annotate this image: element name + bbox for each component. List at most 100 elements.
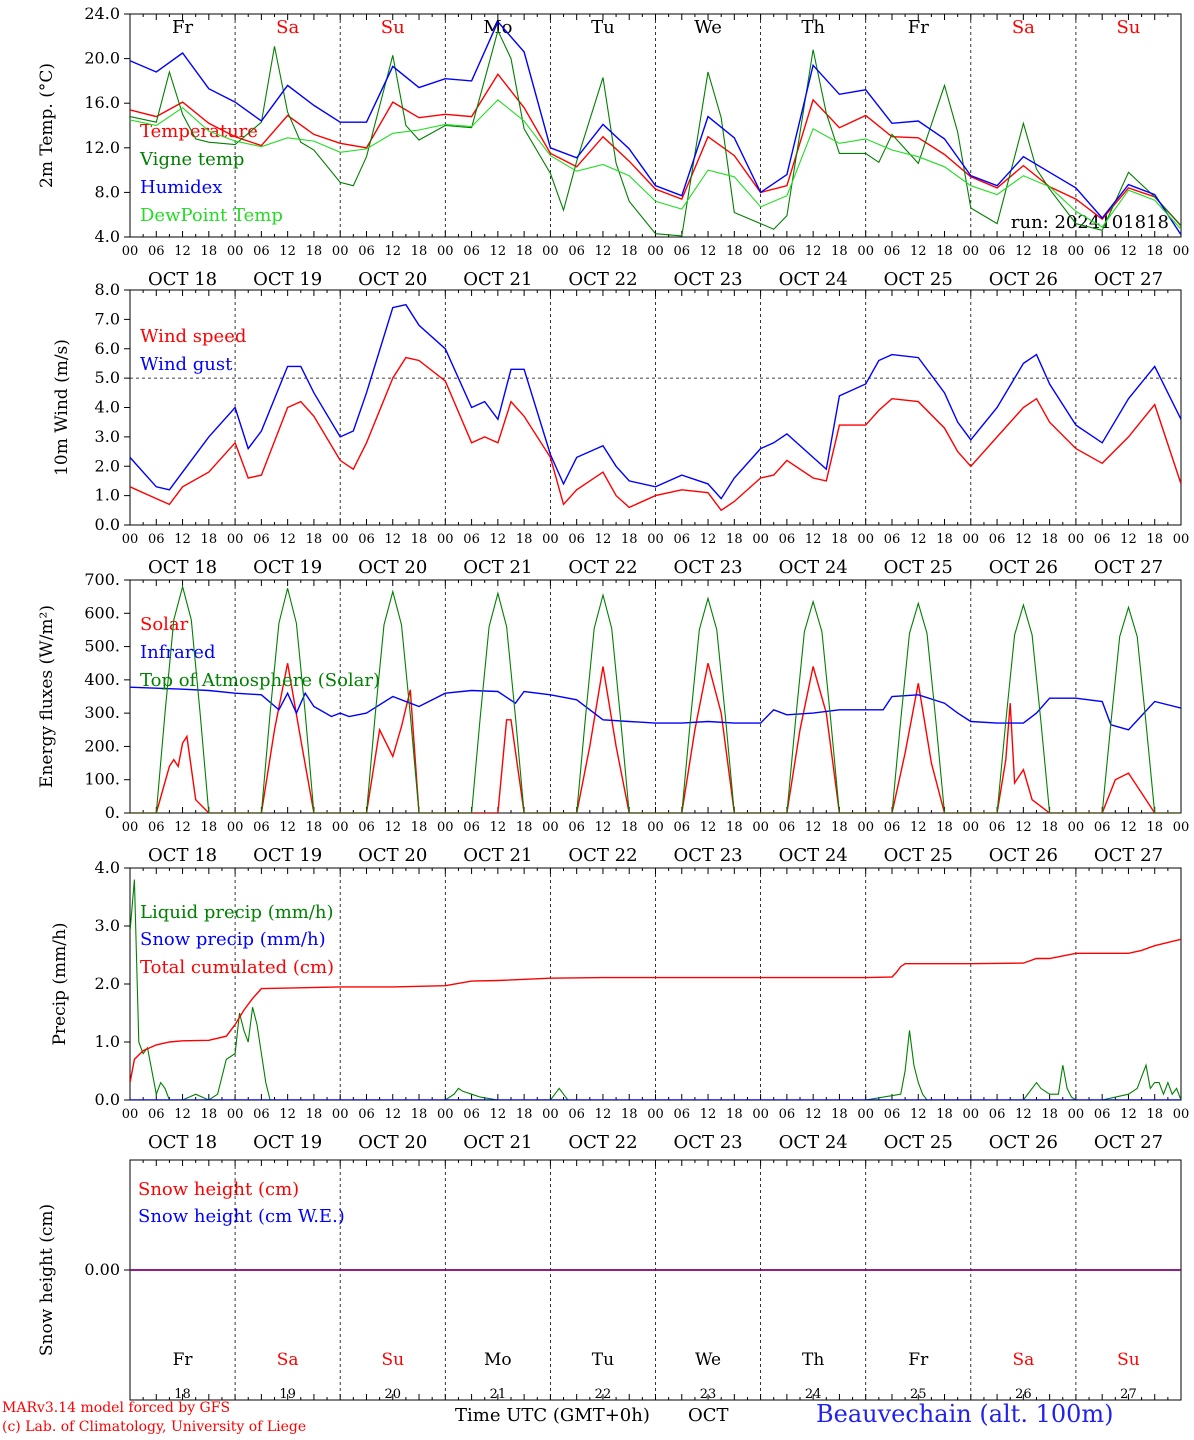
day-number-label: 22	[595, 1387, 612, 1402]
hour-tick-label: 12	[595, 820, 612, 835]
y-tick-label: 500.	[84, 637, 120, 656]
date-label: OCT 23	[673, 557, 742, 578]
weekday-label: Mo	[484, 1350, 512, 1370]
hour-tick-label: 06	[463, 532, 480, 547]
date-label: OCT 25	[884, 269, 953, 290]
series-line-liquid-precip-mm-h-	[130, 879, 1181, 1100]
day-number-label: 18	[174, 1387, 191, 1402]
hour-tick-label: 00	[332, 532, 349, 547]
hour-tick-label: 00	[227, 532, 244, 547]
date-label: OCT 24	[779, 845, 848, 866]
hour-tick-label: 00	[542, 820, 559, 835]
hour-tick-label: 18	[306, 244, 323, 259]
hour-tick-label: 00	[437, 244, 454, 259]
date-label: OCT 23	[673, 1132, 742, 1153]
series-line-wind-speed	[130, 356, 1181, 512]
hour-tick-label: 18	[831, 820, 848, 835]
hour-tick-label: 12	[384, 532, 401, 547]
hour-tick-label: 00	[647, 244, 664, 259]
hour-tick-label: 12	[805, 1107, 822, 1122]
y-tick-label: 1.0	[95, 1032, 120, 1051]
hour-tick-label: 12	[384, 244, 401, 259]
date-label: OCT 21	[463, 1132, 532, 1153]
hour-tick-label: 12	[174, 820, 191, 835]
hour-tick-label: 18	[411, 1107, 428, 1122]
y-tick-label: 4.0	[95, 227, 120, 246]
hour-tick-label: 00	[122, 244, 139, 259]
date-label: OCT 27	[1094, 269, 1163, 290]
hour-tick-label: 18	[1146, 244, 1163, 259]
hour-tick-label: 12	[279, 1107, 296, 1122]
hour-tick-label: 12	[700, 820, 717, 835]
weekday-label: Th	[802, 1350, 824, 1370]
hour-tick-label: 18	[831, 244, 848, 259]
y-tick-label: 8.0	[95, 182, 120, 201]
legend-label: Humidex	[140, 177, 222, 198]
series-line-total-cumulated-cm-	[130, 938, 1181, 1083]
hour-tick-label: 12	[805, 532, 822, 547]
hour-tick-label: 06	[674, 532, 691, 547]
hour-tick-label: 00	[647, 1107, 664, 1122]
weekday-label: Su	[381, 1350, 404, 1370]
hour-tick-label: 18	[1146, 532, 1163, 547]
date-label: OCT 21	[463, 269, 532, 290]
weekday-label: Fr	[173, 1350, 194, 1370]
y-tick-label: 4.0	[95, 398, 120, 417]
y-tick-label: 2.0	[95, 974, 120, 993]
date-label: OCT 20	[358, 557, 427, 578]
y-tick-label: 600.	[84, 603, 120, 622]
date-label: OCT 25	[884, 1132, 953, 1153]
y-tick-label: 700.	[84, 570, 120, 589]
hour-tick-label: 06	[358, 532, 375, 547]
y-axis-label: Energy fluxes (W/m²)	[37, 605, 57, 788]
hour-tick-label: 00	[752, 244, 769, 259]
hour-tick-label: 06	[253, 820, 270, 835]
hour-tick-label: 12	[1015, 820, 1032, 835]
hour-tick-label: 18	[831, 1107, 848, 1122]
y-tick-label: 3.0	[95, 916, 120, 935]
hour-tick-label: 18	[516, 820, 533, 835]
date-label: OCT 22	[568, 1132, 637, 1153]
hour-tick-label: 00	[857, 244, 874, 259]
hour-tick-label: 06	[1094, 244, 1111, 259]
hour-tick-label: 00	[647, 820, 664, 835]
date-label: OCT 20	[358, 1132, 427, 1153]
y-axis-label: Snow height (cm)	[37, 1204, 57, 1356]
hour-tick-label: 12	[384, 1107, 401, 1122]
hour-tick-label: 12	[910, 244, 927, 259]
hour-tick-label: 00	[1173, 1107, 1190, 1122]
y-tick-label: 0.	[105, 803, 120, 822]
hour-tick-label: 18	[201, 820, 218, 835]
date-label: OCT 20	[358, 269, 427, 290]
legend-label: Liquid precip (mm/h)	[140, 902, 334, 923]
weekday-label: Fr	[172, 17, 193, 38]
series-line-solar	[130, 663, 1181, 813]
series-line-temperature	[130, 72, 1181, 227]
weekday-label: Sa	[276, 17, 299, 38]
y-tick-label: 0.0	[95, 515, 120, 534]
hour-tick-label: 00	[752, 820, 769, 835]
hour-tick-label: 00	[542, 532, 559, 547]
hour-tick-label: 00	[752, 532, 769, 547]
hour-tick-label: 00	[437, 820, 454, 835]
date-label: OCT 19	[253, 557, 322, 578]
hour-tick-label: 12	[1015, 244, 1032, 259]
hour-tick-label: 18	[726, 244, 743, 259]
y-tick-label: 3.0	[95, 427, 120, 446]
y-tick-label: 1.0	[95, 486, 120, 505]
y-tick-label: 7.0	[95, 309, 120, 328]
hour-tick-label: 00	[332, 1107, 349, 1122]
hour-tick-label: 18	[936, 244, 953, 259]
date-label: OCT 22	[568, 845, 637, 866]
hour-tick-label: 00	[542, 244, 559, 259]
weekday-label: Su	[1117, 1350, 1140, 1370]
hour-tick-label: 06	[358, 244, 375, 259]
weekday-label: Su	[381, 17, 405, 38]
hour-tick-label: 00	[1173, 532, 1190, 547]
hour-tick-label: 00	[437, 532, 454, 547]
y-axis-label: 2m Temp. (°C)	[37, 63, 57, 188]
hour-tick-label: 06	[674, 1107, 691, 1122]
hour-tick-label: 06	[779, 244, 796, 259]
hour-tick-label: 12	[595, 1107, 612, 1122]
date-label: OCT 21	[463, 845, 532, 866]
